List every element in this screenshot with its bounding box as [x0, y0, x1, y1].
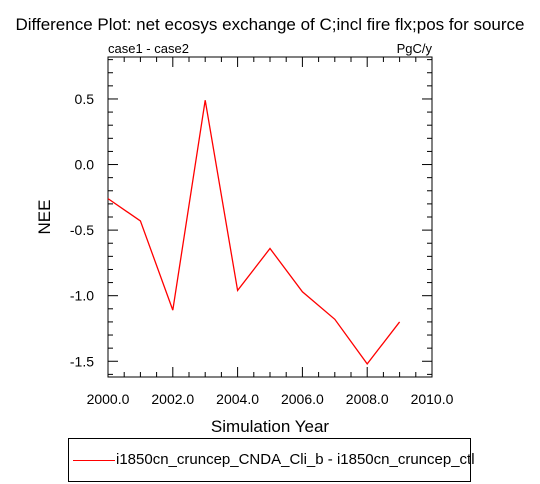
y-tick-label: 0.0: [75, 157, 95, 173]
x-tick-label: 2008.0: [346, 391, 389, 407]
chart-subtitle-left: case1 - case2: [108, 41, 189, 56]
plot-frame: [107, 56, 433, 378]
axis-ticks: 2000.0 2002.0 2004.0 2006.0 2008.0 2010.0 0.5 0…: [70, 57, 454, 407]
x-tick-label: 2004.0: [216, 391, 259, 407]
chart-title: Difference Plot: net ecosys exchange of …: [16, 15, 525, 34]
y-tick-label: -1.0: [70, 288, 94, 304]
x-axis-label: Simulation Year: [211, 417, 329, 436]
legend-label: i1850cn_cruncep_CNDA_Cli_b - i1850cn_cru…: [116, 451, 475, 468]
y-tick-label: -1.5: [70, 353, 94, 369]
x-tick-label: 2006.0: [281, 391, 324, 407]
chart-subtitle-right: PgC/y: [397, 41, 433, 56]
x-tick-label: 2010.0: [411, 391, 454, 407]
series-layer: [107, 100, 401, 365]
y-tick-label: 0.5: [75, 91, 95, 107]
x-tick-label: 2000.0: [87, 391, 130, 407]
legend-swatch: [73, 460, 115, 461]
y-tick-label: -0.5: [70, 222, 94, 238]
y-axis-label: NEE: [35, 200, 54, 235]
series-line: [107, 100, 401, 365]
x-tick-label: 2002.0: [151, 391, 194, 407]
legend: i1850cn_cruncep_CNDA_Cli_b - i1850cn_cru…: [68, 438, 475, 482]
